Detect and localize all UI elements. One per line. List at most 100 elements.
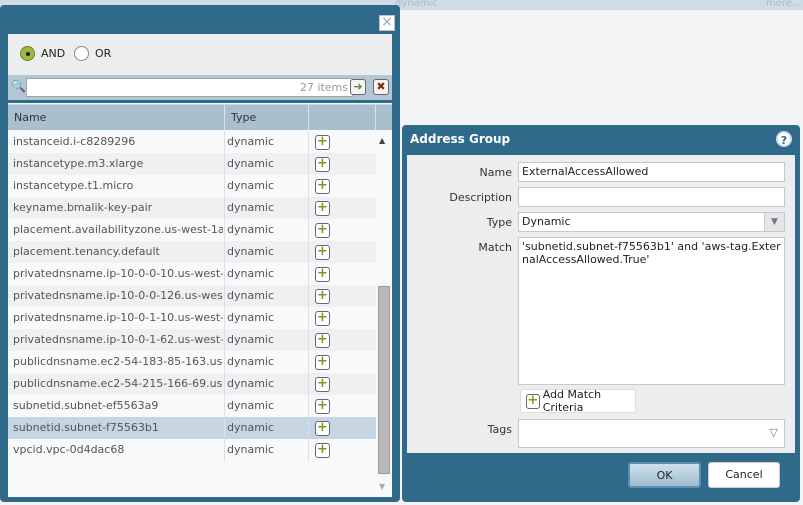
row-type: dynamic [227,333,275,346]
dropdown-triangle-icon[interactable]: ▽ [769,426,778,439]
row-name: keyname.bmalik-key-pair [13,201,153,214]
match-label: Match [478,241,512,254]
row-type: dynamic [227,311,275,324]
row-type: dynamic [227,421,275,434]
search-icon: 🔍 [11,79,26,93]
row-type: dynamic [227,443,275,456]
clear-filter-button[interactable]: ✖ [373,79,389,95]
description-input[interactable] [518,187,785,207]
table-row[interactable]: instancetype.t1.micro dynamic + [8,175,376,197]
scrollbar[interactable]: ▲ ▼ [376,130,392,497]
row-type: dynamic [227,157,275,170]
help-icon[interactable]: ? [776,131,792,147]
dialog-title: Address Group [410,132,511,146]
add-icon[interactable]: + [315,399,330,414]
cancel-button[interactable]: Cancel [708,462,780,488]
radio-unselected-icon[interactable] [74,46,89,61]
name-label: Name [479,166,512,179]
search-input[interactable]: 27 items [26,78,353,97]
radio-label: OR [95,47,112,60]
add-icon[interactable]: + [315,377,330,392]
table-row[interactable]: instancetype.m3.xlarge dynamic + [8,153,376,175]
row-type: dynamic [227,245,275,258]
more-link[interactable]: more... [766,0,802,9]
row-name: publicdnsname.ec2-54-215-166-69.us-w... [13,377,223,390]
scrollbar-thumb[interactable] [378,286,390,474]
add-icon[interactable]: + [315,245,330,260]
clear-icon: ✖ [376,80,386,93]
row-name: instanceid.i-c8289296 [13,135,136,148]
column-action [309,105,376,131]
radio-selected-icon[interactable] [20,46,35,61]
add-icon[interactable]: + [315,311,330,326]
search-bar: 🔍 27 items ➜ ✖ [8,75,392,100]
radio-label: AND [41,47,66,60]
table-row[interactable]: placement.availabilityzone.us-west-1a dyn… [8,219,376,241]
table-row[interactable]: privatednsname.ip-10-0-1-62.us-west-1...… [8,329,376,351]
row-type: dynamic [227,223,275,236]
row-type: dynamic [227,289,275,302]
table-row[interactable]: publicdnsname.ec2-54-183-85-163.us-w... d… [8,351,376,373]
chevron-down-icon[interactable]: ▼ [764,213,784,231]
table-row[interactable]: privatednsname.ip-10-0-1-10.us-west-1...… [8,307,376,329]
row-name: privatednsname.ip-10-0-0-126.us-west-... [13,289,223,302]
table-header: Name Type [8,104,392,131]
match-criteria-dialog: × AND OR 🔍 27 items ➜ ✖ Name Type instan… [0,5,400,502]
address-group-dialog: Address Group ? Name ExternalAccessAllow… [402,125,800,502]
row-type: dynamic [227,135,275,148]
row-type: dynamic [227,201,275,214]
table-row[interactable]: privatednsname.ip-10-0-0-126.us-west-...… [8,285,376,307]
match-textarea[interactable]: 'subnetid.subnet-f75563b1' and 'aws-tag.… [518,237,785,385]
background-strip: dynamic more... [0,0,803,10]
table-row[interactable]: publicdnsname.ec2-54-215-166-69.us-w... d… [8,373,376,395]
add-icon[interactable]: + [315,289,330,304]
row-type: dynamic [227,399,275,412]
row-name: subnetid.subnet-f75563b1 [13,421,159,434]
add-match-criteria-button[interactable]: + Add Match Criteria [520,388,636,414]
name-input[interactable]: ExternalAccessAllowed [518,162,785,182]
apply-filter-button[interactable]: ➜ [350,79,366,95]
table-row[interactable]: vpcid.vpc-0d4dac68 dynamic + [8,439,376,461]
address-group-form: Name ExternalAccessAllowed Description T… [407,155,795,453]
row-type: dynamic [227,377,275,390]
row-name: placement.availabilityzone.us-west-1a [13,223,223,236]
close-icon[interactable]: × [379,15,395,31]
table-row[interactable]: privatednsname.ip-10-0-0-10.us-west-1...… [8,263,376,285]
add-icon[interactable]: + [315,267,330,282]
radio-and[interactable]: AND [20,46,65,61]
plus-icon: + [526,392,540,409]
table-row[interactable]: placement.tenancy.default dynamic + [8,241,376,263]
scroll-up-icon[interactable]: ▲ [379,136,386,145]
add-icon[interactable]: + [315,135,330,150]
add-match-label: Add Match Criteria [542,388,602,414]
table-row[interactable]: keyname.bmalik-key-pair dynamic + [8,197,376,219]
add-icon[interactable]: + [315,179,330,194]
row-name: placement.tenancy.default [13,245,160,258]
column-name[interactable]: Name [8,105,225,131]
tags-label: Tags [487,423,512,436]
add-icon[interactable]: + [315,223,330,238]
add-icon[interactable]: + [315,333,330,348]
table-row[interactable]: subnetid.subnet-f75563b1 dynamic + [8,417,376,439]
type-value: Dynamic [522,215,571,228]
column-type[interactable]: Type [225,105,309,131]
background-type-text: dynamic [395,0,438,9]
table-row[interactable]: subnetid.subnet-ef5563a9 dynamic + [8,395,376,417]
row-name: publicdnsname.ec2-54-183-85-163.us-w... [13,355,223,368]
add-icon[interactable]: + [315,355,330,370]
ok-button[interactable]: OK [628,462,701,488]
add-icon[interactable]: + [315,421,330,436]
add-icon[interactable]: + [315,443,330,458]
row-name: vpcid.vpc-0d4dac68 [13,443,125,456]
add-icon[interactable]: + [315,201,330,216]
table-row[interactable]: instanceid.i-c8289296 dynamic + [8,131,376,153]
radio-or[interactable]: OR [74,46,111,61]
row-name: privatednsname.ip-10-0-0-10.us-west-1...… [13,267,223,280]
scroll-down-icon[interactable]: ▼ [379,482,386,491]
add-icon[interactable]: + [315,157,330,172]
item-count: 27 items [299,81,348,94]
row-name: instancetype.t1.micro [13,179,134,192]
type-select[interactable]: Dynamic ▼ [518,212,785,232]
arrow-right-icon: ➜ [353,80,363,93]
tags-input[interactable]: ▽ [518,419,785,448]
